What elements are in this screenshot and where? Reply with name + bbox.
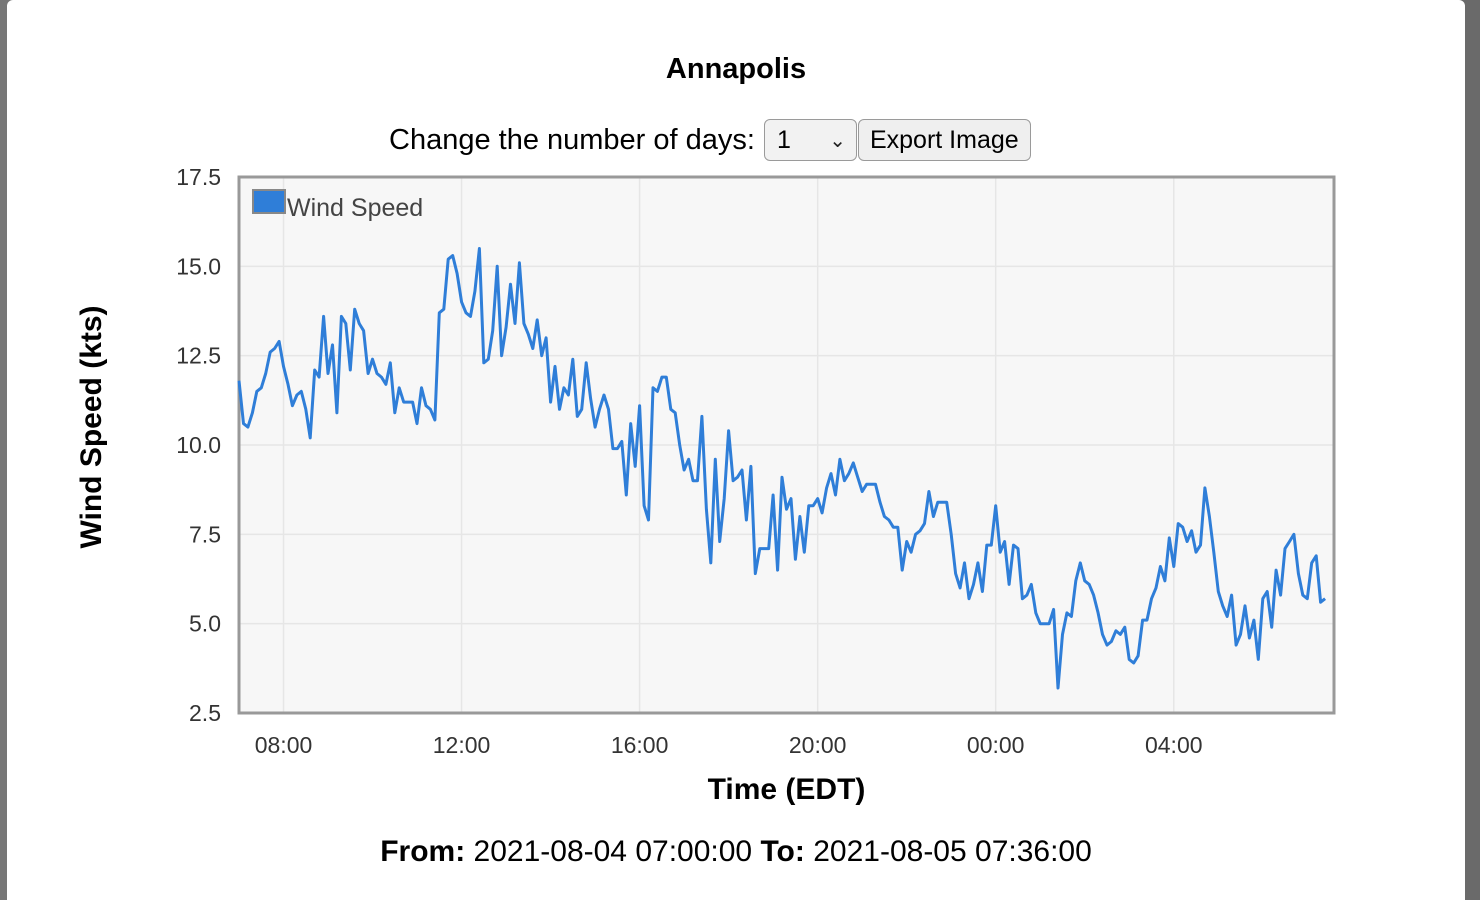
y-tick-label: 12.5 <box>176 343 221 369</box>
x-tick-label: 16:00 <box>611 732 669 758</box>
modal-title: Annapolis <box>665 53 807 85</box>
chart-controls: Change the number of days: 1 ⌄ Export Im… <box>389 118 1031 162</box>
legend-label: Wind Speed <box>287 194 423 222</box>
x-tick-label: 00:00 <box>967 732 1025 758</box>
background-page-edge-right <box>1460 0 1480 900</box>
date-range: From: 2021-08-04 07:00:00 To: 2021-08-05… <box>7 835 1465 869</box>
to-value: 2021-08-05 07:36:00 <box>813 835 1092 868</box>
x-tick-label: 04:00 <box>1145 732 1203 758</box>
days-select[interactable]: 1 ⌄ <box>763 119 857 161</box>
to-label: To: <box>760 835 805 868</box>
wind-speed-line <box>237 247 1327 690</box>
from-value: 2021-08-04 07:00:00 <box>473 835 753 868</box>
x-tick-label: 08:00 <box>255 732 313 758</box>
export-image-button[interactable]: Export Image <box>857 119 1031 161</box>
y-axis-label: Wind Speed (kts) <box>75 305 108 548</box>
y-tick-label: 2.5 <box>189 700 221 726</box>
legend-swatch <box>252 189 286 214</box>
x-axis-label: Time (EDT) <box>708 773 866 806</box>
y-tick-label: 7.5 <box>189 521 221 547</box>
y-tick-label: 15.0 <box>176 253 221 279</box>
from-label: From: <box>380 835 466 868</box>
plot-border <box>237 175 1336 715</box>
x-tick-label: 12:00 <box>433 732 491 758</box>
y-tick-label: 17.5 <box>176 164 221 190</box>
y-tick-label: 5.0 <box>189 611 221 637</box>
x-tick-label: 20:00 <box>789 732 847 758</box>
chevron-down-icon: ⌄ <box>829 129 846 152</box>
days-select-value: 1 <box>776 125 791 154</box>
days-label: Change the number of days: <box>389 123 755 156</box>
y-tick-label: 10.0 <box>176 432 221 458</box>
